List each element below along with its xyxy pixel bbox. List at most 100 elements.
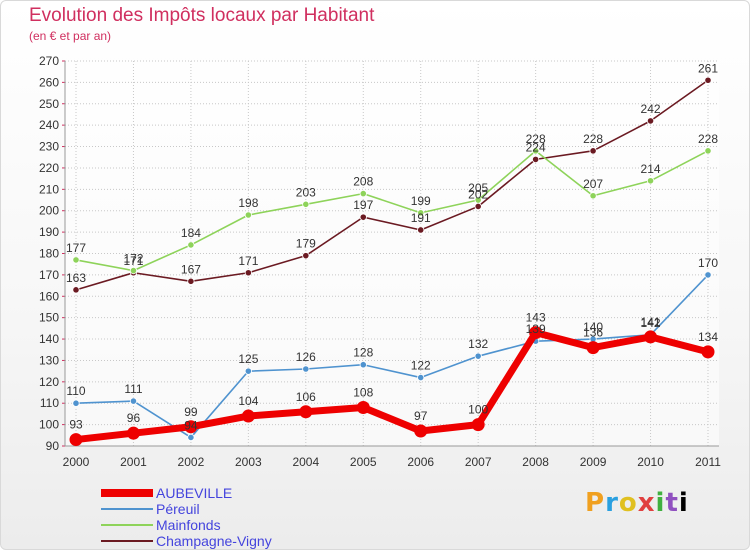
data-label-aubeville: 106 xyxy=(296,390,316,404)
data-point-aubeville xyxy=(241,409,255,423)
axis-layer: 90 100 110 120 130 140 150 160 170 180 190 200 210 22… xyxy=(39,54,721,469)
data-point-mainfonds xyxy=(474,196,482,204)
data-point-mainfonds xyxy=(72,256,80,264)
data-label-mainfonds: 203 xyxy=(296,185,316,199)
x-tick-label: 2005 xyxy=(350,455,377,469)
data-point-champagne-vigny xyxy=(474,202,482,211)
y-tick-label: 110 xyxy=(40,396,59,410)
data-label-champagne-vigny: 197 xyxy=(353,198,373,212)
data-point-p-reuil xyxy=(302,365,310,373)
y-tick-label: 190 xyxy=(39,225,59,239)
data-point-mainfonds xyxy=(532,147,540,155)
data-point-mainfonds xyxy=(302,200,310,208)
x-tick-label: 2006 xyxy=(407,455,434,469)
series-line-aubeville xyxy=(72,329,712,444)
y-tick-label: 270 xyxy=(39,54,59,68)
x-tick-label: 2011 xyxy=(695,455,721,469)
data-point-champagne-vigny xyxy=(532,155,540,163)
y-tick-label: 200 xyxy=(39,204,59,218)
data-point-aubeville xyxy=(471,418,485,432)
data-point-champagne-vigny xyxy=(704,76,712,84)
data-point-p-reuil xyxy=(129,397,138,405)
chart-subtitle: (en € et par an) xyxy=(29,29,112,43)
x-tick-label: 2010 xyxy=(637,455,664,469)
data-point-mainfonds xyxy=(589,192,597,200)
series-layer xyxy=(69,76,715,447)
data-label-champagne-vigny: 224 xyxy=(526,140,546,154)
data-point-p-reuil xyxy=(72,399,80,407)
proxiti-logo: Proxiti xyxy=(585,488,689,518)
data-point-champagne-vigny xyxy=(187,277,195,285)
x-tick-label: 2002 xyxy=(178,455,205,469)
y-tick-label: 160 xyxy=(39,289,59,303)
x-tick-label: 2000 xyxy=(63,455,90,469)
data-label-aubeville: 141 xyxy=(641,315,661,329)
data-label-p-reuil: 132 xyxy=(468,337,488,351)
data-point-aubeville xyxy=(356,401,370,414)
chart-title: Evolution des Impôts locaux par Habitant xyxy=(29,5,375,26)
y-tick-label: 150 xyxy=(39,311,59,325)
data-point-aubeville xyxy=(701,345,715,359)
data-point-mainfonds xyxy=(359,190,367,198)
data-point-champagne-vigny xyxy=(244,269,252,277)
x-tick-label: 2003 xyxy=(235,455,262,469)
data-point-champagne-vigny xyxy=(359,213,367,221)
data-label-champagne-vigny: 163 xyxy=(66,271,86,285)
data-label-aubeville: 134 xyxy=(698,330,718,344)
data-point-aubeville xyxy=(586,341,600,355)
data-point-p-reuil xyxy=(187,433,195,442)
series-line-p-reuil xyxy=(75,274,709,439)
data-point-p-reuil xyxy=(474,352,482,360)
data-label-champagne-vigny: 202 xyxy=(468,187,488,201)
data-point-champagne-vigny xyxy=(417,226,425,234)
data-point-p-reuil xyxy=(704,271,712,279)
legend-label: Mainfonds xyxy=(156,517,221,533)
y-tick-label: 230 xyxy=(39,140,59,154)
data-label-mainfonds: 228 xyxy=(698,132,718,146)
data-point-mainfonds xyxy=(417,209,425,217)
data-label-p-reuil: 170 xyxy=(698,256,718,270)
data-label-mainfonds: 214 xyxy=(641,162,661,176)
data-point-aubeville xyxy=(414,424,428,438)
data-point-p-reuil xyxy=(417,373,425,382)
data-point-aubeville xyxy=(184,420,198,434)
data-label-mainfonds: 184 xyxy=(181,226,201,240)
data-label-p-reuil: 142 xyxy=(641,316,661,330)
data-label-champagne-vigny: 179 xyxy=(296,237,316,251)
data-point-aubeville xyxy=(529,326,543,340)
y-tick-label: 180 xyxy=(39,247,59,261)
data-label-p-reuil: 110 xyxy=(66,384,85,398)
data-label-p-reuil: 94 xyxy=(184,418,198,432)
data-point-p-reuil xyxy=(359,361,367,369)
data-point-aubeville xyxy=(126,426,140,440)
x-tick-label: 2001 xyxy=(120,455,147,469)
data-point-mainfonds xyxy=(244,211,252,219)
data-label-champagne-vigny: 171 xyxy=(123,254,143,268)
data-label-aubeville: 97 xyxy=(414,409,428,423)
y-tick-label: 100 xyxy=(39,418,59,432)
y-tick-label: 140 xyxy=(39,332,59,346)
legend-label: AUBEVILLE xyxy=(156,485,232,501)
data-point-mainfonds xyxy=(129,267,138,275)
y-tick-label: 130 xyxy=(39,353,59,367)
data-label-mainfonds: 177 xyxy=(66,241,86,255)
y-tick-label: 250 xyxy=(39,97,59,111)
data-label-mainfonds: 207 xyxy=(583,177,603,191)
data-label-mainfonds: 199 xyxy=(411,194,431,208)
data-point-mainfonds xyxy=(704,147,712,155)
data-label-champagne-vigny: 171 xyxy=(238,254,258,268)
data-point-champagne-vigny xyxy=(72,286,80,294)
data-label-p-reuil: 126 xyxy=(296,350,316,364)
data-label-champagne-vigny: 167 xyxy=(181,262,201,276)
data-point-champagne-vigny xyxy=(646,117,655,125)
series-line-mainfonds xyxy=(75,150,709,272)
data-point-champagne-vigny xyxy=(589,147,597,155)
data-label-champagne-vigny: 228 xyxy=(583,132,603,146)
y-tick-label: 210 xyxy=(39,182,59,196)
data-label-p-reuil: 139 xyxy=(526,322,546,336)
data-label-aubeville: 100 xyxy=(468,403,488,417)
label-layer: 1631711671711791971912022242282422611771… xyxy=(66,61,718,432)
